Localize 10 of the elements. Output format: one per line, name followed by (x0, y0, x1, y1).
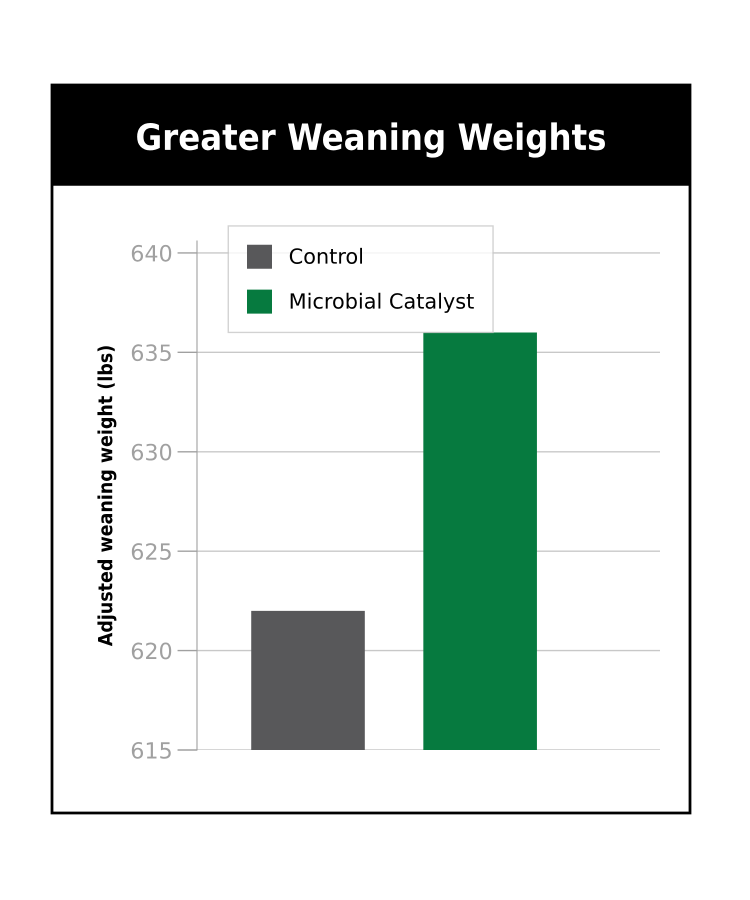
y-tick-label: 635 (132, 344, 171, 362)
y-tick-label: 620 (132, 642, 172, 660)
chart-title: Greater Weaning Weights (137, 122, 605, 158)
y-tick-label: 625 (132, 543, 171, 560)
y-tick-label: 615 (132, 742, 171, 759)
y-axis-title: Adjusted weaning weight (lbs) (97, 346, 116, 646)
legend-label: Microbial Catalyst (290, 292, 474, 313)
y-tick-label: 630 (132, 444, 172, 461)
legend-label: Control (290, 248, 362, 264)
y-tick-label: 640 (132, 244, 172, 262)
